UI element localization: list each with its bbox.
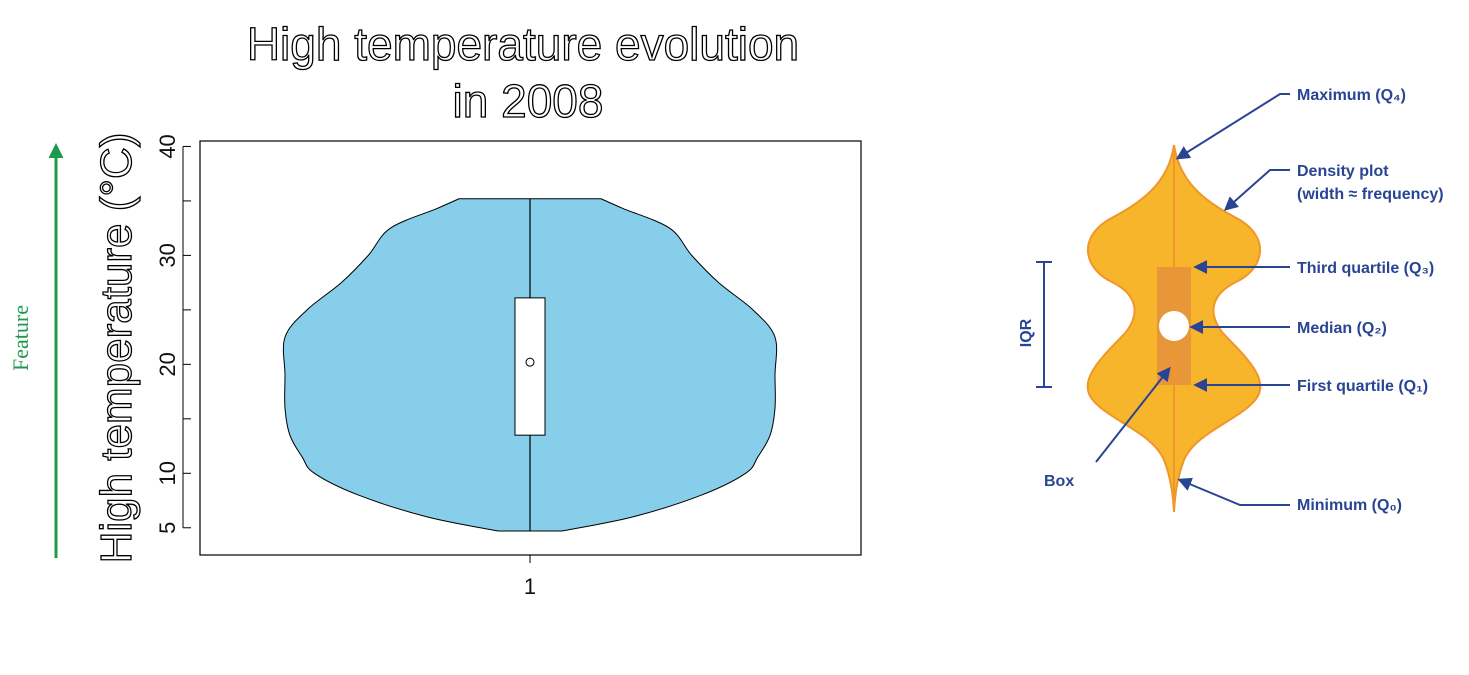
diagram-median-dot <box>1159 311 1189 341</box>
violin-iqr-box <box>514 297 546 436</box>
y-axis: 5 10 20 30 40 <box>155 134 191 534</box>
first-quartile-label: First quartile (Q₁) <box>1297 378 1428 395</box>
median-label: Median (Q₂) <box>1297 320 1387 337</box>
box-pointer <box>1095 366 1171 463</box>
x-tick-label: 1 <box>524 574 536 599</box>
chart-title-line-1: High temperature evolution <box>247 18 799 70</box>
feature-indicator: Feature <box>8 143 64 558</box>
y-axis-label: High temperature (°C) <box>92 133 141 564</box>
density-label-line-2: (width ≈ frequency) <box>1297 186 1444 203</box>
density-pointer <box>1223 169 1290 211</box>
violin-chart: High temperature evolution in 2008 High … <box>91 17 862 599</box>
third-quartile-label: Third quartile (Q₃) <box>1297 260 1434 277</box>
y-tick-label: 10 <box>155 461 180 485</box>
violin-anatomy-diagram: IQR Maximum (Q₄) Density plot (width ≈ f… <box>1018 87 1444 514</box>
iqr-label: IQR <box>1018 318 1035 347</box>
y-tick-label: 30 <box>155 243 180 267</box>
minimum-label: Minimum (Q₀) <box>1297 497 1402 514</box>
minimum-pointer <box>1177 477 1290 506</box>
maximum-pointer <box>1175 93 1290 160</box>
y-tick-label: 5 <box>155 522 180 534</box>
chart-title-line-2: in 2008 <box>453 75 604 127</box>
violin-median-point <box>525 357 535 367</box>
y-tick-label: 20 <box>155 352 180 376</box>
feature-label: Feature <box>8 305 33 371</box>
y-tick-label: 40 <box>155 134 180 158</box>
maximum-label: Maximum (Q₄) <box>1297 87 1406 104</box>
violin-layer <box>282 198 778 532</box>
density-label-line-1: Density plot <box>1297 163 1389 180</box>
box-label: Box <box>1044 473 1074 490</box>
